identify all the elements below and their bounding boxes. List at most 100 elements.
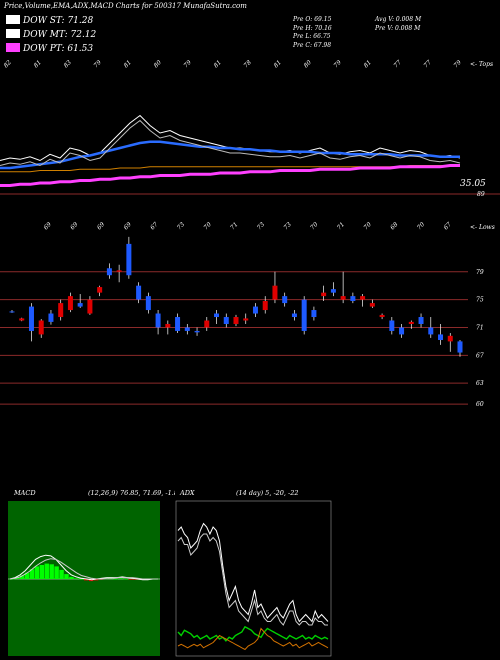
ema-series-blue xyxy=(0,140,460,170)
macd-hist-bar-up xyxy=(49,564,54,579)
macd-hist-bar-up xyxy=(19,575,25,579)
macd-hist-bar-up xyxy=(24,572,30,579)
candle-up xyxy=(379,314,385,318)
macd-values: (12,26,9) 76.85, 71.69, -1.84 xyxy=(88,489,175,497)
ema-top-label: 79 xyxy=(452,59,462,69)
macd-hist-bar-down xyxy=(128,579,133,580)
candle-down xyxy=(428,327,434,335)
candle-up xyxy=(360,296,366,300)
adx-line-2 xyxy=(177,533,328,626)
macd-hist-bar-up xyxy=(54,566,59,579)
price-low-label: 67 xyxy=(442,221,452,231)
price-low-label: 73 xyxy=(176,221,186,231)
adx-line xyxy=(177,522,329,623)
macd-line xyxy=(9,554,158,581)
stat-avg-volume: Avg V: 0.008 M xyxy=(375,16,422,23)
macd-hist-bar-down xyxy=(93,579,99,581)
price-low-label: 69 xyxy=(42,221,52,231)
candle-down xyxy=(301,299,307,331)
ema-chart: 82 81 83 79 81 80 79 81 78 81 80 79 81 77 77 79 <- Tops 3… xyxy=(0,59,500,198)
candle-up xyxy=(87,299,93,314)
macd-chart: MACD (12,26,9) 76.85, 71.69, -1.84 xyxy=(8,489,175,656)
legend: DOW ST: 71.28 DOW MT: 72.12 DOW PT: 61.5… xyxy=(6,15,96,57)
macd-hist-bar-up xyxy=(29,569,35,579)
candle-down xyxy=(48,313,54,322)
legend-item-dow-mt: DOW MT: 72.12 xyxy=(6,29,96,43)
adx-values: (14 day) 5, -20, -22 xyxy=(236,489,299,497)
candle-down xyxy=(457,341,463,353)
ema-last-value: 35.05 xyxy=(460,179,486,189)
adx-title: ADX xyxy=(179,489,195,497)
candle-up xyxy=(369,303,375,307)
ema-top-label: 81 xyxy=(122,59,132,69)
candle-up xyxy=(58,303,64,318)
price-y-tick: 67 xyxy=(476,352,484,359)
price-low-label: 70 xyxy=(309,221,319,231)
candle-down xyxy=(155,313,161,328)
candle-up xyxy=(272,285,278,300)
candle-down xyxy=(194,330,200,333)
candle-down xyxy=(9,311,15,313)
legend-swatch-dow-pt xyxy=(6,43,20,52)
stat-pre-close: Pre C: 67.98 xyxy=(293,41,332,49)
candle-up xyxy=(233,317,239,324)
adx-minus-di-line xyxy=(177,627,329,651)
candle-down xyxy=(77,303,83,307)
stat-pre-open: Pre O: 69.15 xyxy=(293,16,332,23)
candle-down xyxy=(106,268,112,276)
price-low-label: 73 xyxy=(256,221,266,231)
candle-up xyxy=(321,292,327,297)
candle-down xyxy=(136,285,142,300)
candle-up xyxy=(38,320,44,335)
ema-top-label: 78 xyxy=(242,59,252,69)
macd-hist-bar-up xyxy=(59,569,64,579)
legend-label-dow-st: DOW ST: 71.28 xyxy=(23,16,94,26)
price-y-tick: 63 xyxy=(476,380,484,387)
candle-down xyxy=(330,289,336,293)
legend-label-dow-mt: DOW MT: 72.12 xyxy=(23,30,97,40)
macd-hist-bar-up xyxy=(44,563,49,579)
price-y-tick: 71 xyxy=(476,324,484,331)
ema-top-label: 81 xyxy=(362,59,372,69)
candle-up xyxy=(19,318,25,321)
stat-pre-low: Pre L: 66.75 xyxy=(293,33,331,40)
macd-hist-bar-up xyxy=(79,579,84,580)
ema-top-label: 77 xyxy=(422,59,432,69)
ema-top-label: 81 xyxy=(272,59,282,69)
candle-down xyxy=(214,313,220,318)
ema-series-pink xyxy=(0,164,460,187)
ema-top-label: 81 xyxy=(212,59,222,69)
ema-top-label: 83 xyxy=(62,59,72,69)
macd-hist-bar-up xyxy=(34,566,40,579)
macd-hist-bar-up xyxy=(14,577,20,579)
candle-up xyxy=(165,323,171,328)
ema-top-label: 79 xyxy=(182,59,192,69)
candle-up xyxy=(262,301,268,311)
candle-up xyxy=(408,321,414,324)
candle-down xyxy=(252,306,258,314)
price-y-tick: 60 xyxy=(476,401,484,408)
candle-down xyxy=(350,296,356,301)
candle-down xyxy=(145,296,151,311)
ema-top-label: 80 xyxy=(302,59,312,69)
candle-down xyxy=(175,317,181,331)
legend-swatch-dow-mt xyxy=(6,29,20,38)
macd-hist-bar-up xyxy=(10,579,15,580)
candle-up xyxy=(340,296,346,300)
macd-hist-bar-down xyxy=(133,579,138,580)
candle-down xyxy=(223,317,229,324)
candle-down xyxy=(389,320,395,331)
candle-up xyxy=(97,287,103,293)
price-low-label: 68 xyxy=(389,221,399,231)
legend-label-dow-pt: DOW PT: 61.53 xyxy=(23,44,94,54)
ema-side-value: 89 xyxy=(477,191,485,198)
price-low-label: 71 xyxy=(229,221,239,231)
ema-top-label: 77 xyxy=(392,59,402,69)
price-lows-label: <- Lows xyxy=(470,224,495,231)
price-low-label: 70 xyxy=(416,221,426,231)
candle-down xyxy=(418,317,424,324)
ema-top-label: 79 xyxy=(332,59,342,69)
ema-top-label: 79 xyxy=(92,59,102,69)
ema-tops-label: <- Tops xyxy=(470,61,493,68)
adx-plus-di-line xyxy=(177,625,329,642)
